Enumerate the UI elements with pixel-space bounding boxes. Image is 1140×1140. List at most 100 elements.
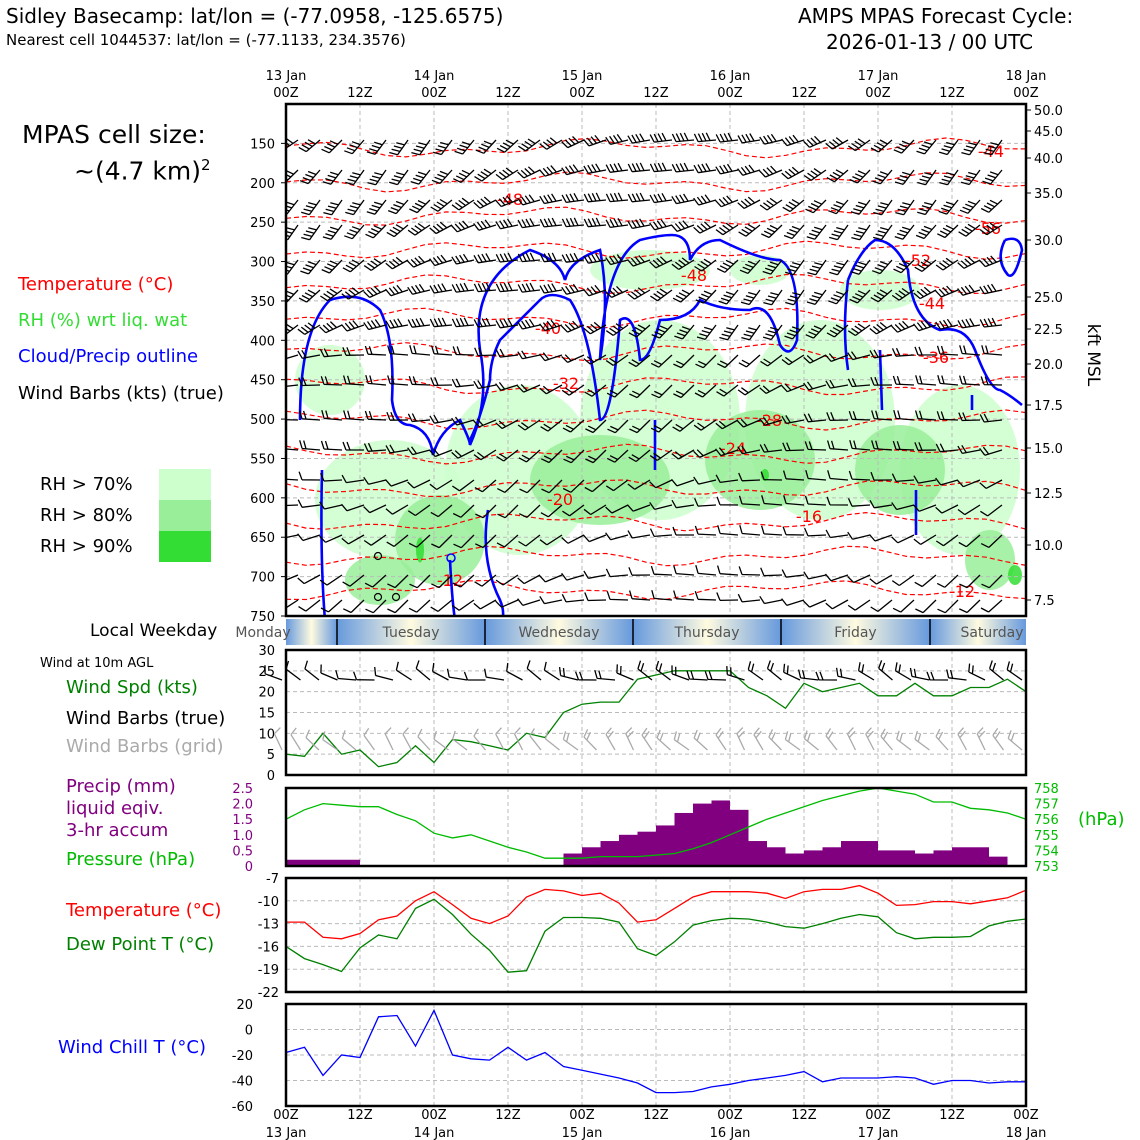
wind-barb [739,259,761,275]
wind-barb [803,168,827,181]
temperature-contour-label: -36 [923,348,949,367]
wind-barb [737,384,761,396]
title-left: Sidley Basecamp: lat/lon = (-77.0958, -1… [6,4,504,28]
top-date-label: 17 Jan [858,69,899,84]
temp-ytick-label: -7 [266,872,279,887]
surface-wind-barb [988,660,1004,681]
legend-cloud: Cloud/Precip outline [18,346,199,367]
wind-barb [367,169,387,186]
wind-barb [979,479,1003,489]
surface-wind-barb-grid [846,727,857,751]
wind-barb [561,572,585,581]
wind-barb [407,317,431,328]
wind-barb [761,495,783,506]
wind-barb [849,440,871,451]
surface-wind-barb-grid [641,727,653,751]
wind-barb [475,504,497,519]
bottom-time-tick: 12Z [791,1108,817,1123]
wind-barb [495,419,519,430]
surface-wind-barb-grid [803,730,819,751]
wind-barb [913,504,937,512]
wind-barb [519,479,541,494]
wind-barb [761,224,783,239]
wind-barb [980,199,1003,213]
wind-barb [891,574,915,587]
wind-barb [847,599,871,611]
wind-barb [629,419,651,434]
wind-barb [716,565,739,576]
precip-bar [582,847,601,866]
wind-barb [824,573,849,582]
wind-barb [849,289,871,304]
wind-barb [980,504,1003,517]
wind-barb [605,192,629,203]
height-tick-label: 30.0 [1034,234,1063,249]
wind-barb [385,444,409,454]
temperature-contour [286,479,1026,498]
wind-barb [759,165,783,178]
weekday-name: Monday [235,625,290,641]
wind-barb [694,258,717,272]
height-tick-label: 7.5 [1034,594,1055,609]
precip-bar [341,859,360,866]
temperature-contour [286,579,1026,601]
temperature-contour [286,240,1026,260]
pressure-ytick-label: 754 [1034,844,1059,859]
wind-barb [366,139,387,155]
wind-barb [759,443,783,453]
wind-barb [781,569,805,578]
wind-barb [495,318,519,329]
wind-barb [451,378,475,388]
calm-wind-marker [373,551,383,561]
legend-swatch-rh90 [159,531,211,562]
wind-barb [804,495,827,506]
wind-barb [760,471,783,481]
top-time-tick: 12Z [791,86,817,101]
rh-shading [900,385,1020,555]
wind-barb [387,345,409,356]
height-tick-label: 35.0 [1034,187,1063,202]
wind-barb [583,253,607,264]
wind-barb [980,376,1003,386]
wind-barb [320,599,343,613]
wind-barb [605,134,629,146]
wind-barb [914,410,937,421]
main-plot-area: -44-48-56-48-52-44-40-36-32-28-24-20-16-… [286,104,1026,616]
wind-barb [407,504,431,517]
bottom-time-tick: 12Z [939,1108,965,1123]
surface-wind-barb-grid [784,731,801,751]
wind-barb [893,139,915,154]
wind-barb [891,502,915,511]
wind-barb [650,419,673,433]
wind-barb [432,139,453,156]
wind-barb [495,574,519,586]
wind-barb [605,254,629,266]
wind-barb [363,534,387,546]
wind-barb [286,137,299,149]
wind-barb [561,252,585,263]
wind-barb [384,284,409,297]
wind-barb [826,412,849,422]
pressure-tick-label: 200 [250,177,275,192]
wind-barb [345,169,365,186]
wind-barb [892,375,915,386]
wind-barb [891,347,915,357]
windchill-line [285,1008,1026,1094]
temperature-contour-label: -44 [978,142,1004,161]
pressure-ytick-label: 755 [1034,829,1059,844]
wind-barb [959,599,981,614]
surface-wind-barb-grid [290,727,302,751]
wind-barb [825,529,849,539]
wind-barb [763,289,783,306]
wind-barb [673,590,695,601]
wind-barb [869,574,893,585]
wind-barb [825,379,849,389]
wind-barb [539,283,563,294]
wind-barb [693,419,717,431]
wind-barb [453,534,475,549]
surface-wind-barb-grid [322,731,338,751]
wind-barb [539,137,563,150]
height-tick-label: 20.0 [1034,358,1063,373]
weekday-label: Local Weekday [90,621,218,641]
wind-barb [782,470,805,481]
